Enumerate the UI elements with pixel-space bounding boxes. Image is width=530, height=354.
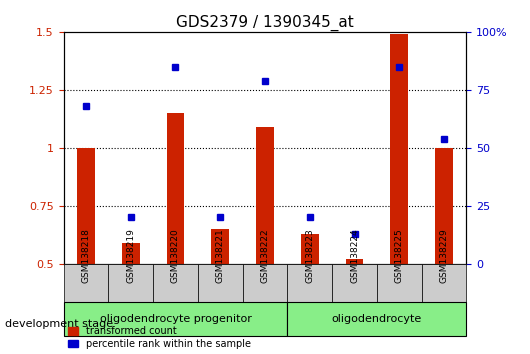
Text: oligodendrocyte: oligodendrocyte bbox=[332, 314, 422, 324]
Text: GSM138221: GSM138221 bbox=[216, 228, 225, 283]
FancyBboxPatch shape bbox=[287, 302, 466, 336]
Text: development stage: development stage bbox=[5, 319, 113, 329]
Text: GSM138223: GSM138223 bbox=[305, 228, 314, 283]
Bar bbox=[77, 148, 95, 264]
Text: GSM138218: GSM138218 bbox=[82, 228, 91, 283]
Bar bbox=[346, 259, 364, 264]
FancyBboxPatch shape bbox=[64, 302, 287, 336]
Bar bbox=[390, 34, 408, 264]
FancyBboxPatch shape bbox=[287, 264, 332, 302]
Bar bbox=[435, 148, 453, 264]
Text: GSM138222: GSM138222 bbox=[261, 228, 269, 283]
Title: GDS2379 / 1390345_at: GDS2379 / 1390345_at bbox=[176, 14, 354, 30]
FancyBboxPatch shape bbox=[108, 264, 153, 302]
Text: GSM138225: GSM138225 bbox=[395, 228, 404, 283]
Text: GSM138229: GSM138229 bbox=[439, 228, 448, 283]
Bar bbox=[301, 234, 319, 264]
FancyBboxPatch shape bbox=[377, 264, 422, 302]
FancyBboxPatch shape bbox=[332, 264, 377, 302]
Bar bbox=[211, 229, 229, 264]
FancyBboxPatch shape bbox=[422, 264, 466, 302]
Text: oligodendrocyte progenitor: oligodendrocyte progenitor bbox=[100, 314, 251, 324]
Text: GSM138224: GSM138224 bbox=[350, 228, 359, 283]
Legend: transformed count, percentile rank within the sample: transformed count, percentile rank withi… bbox=[68, 326, 251, 349]
FancyBboxPatch shape bbox=[153, 264, 198, 302]
Bar bbox=[256, 127, 274, 264]
Text: GSM138220: GSM138220 bbox=[171, 228, 180, 283]
FancyBboxPatch shape bbox=[64, 264, 108, 302]
FancyBboxPatch shape bbox=[198, 264, 243, 302]
FancyBboxPatch shape bbox=[243, 264, 287, 302]
Bar bbox=[122, 243, 140, 264]
Bar bbox=[166, 113, 184, 264]
Text: GSM138219: GSM138219 bbox=[126, 228, 135, 283]
